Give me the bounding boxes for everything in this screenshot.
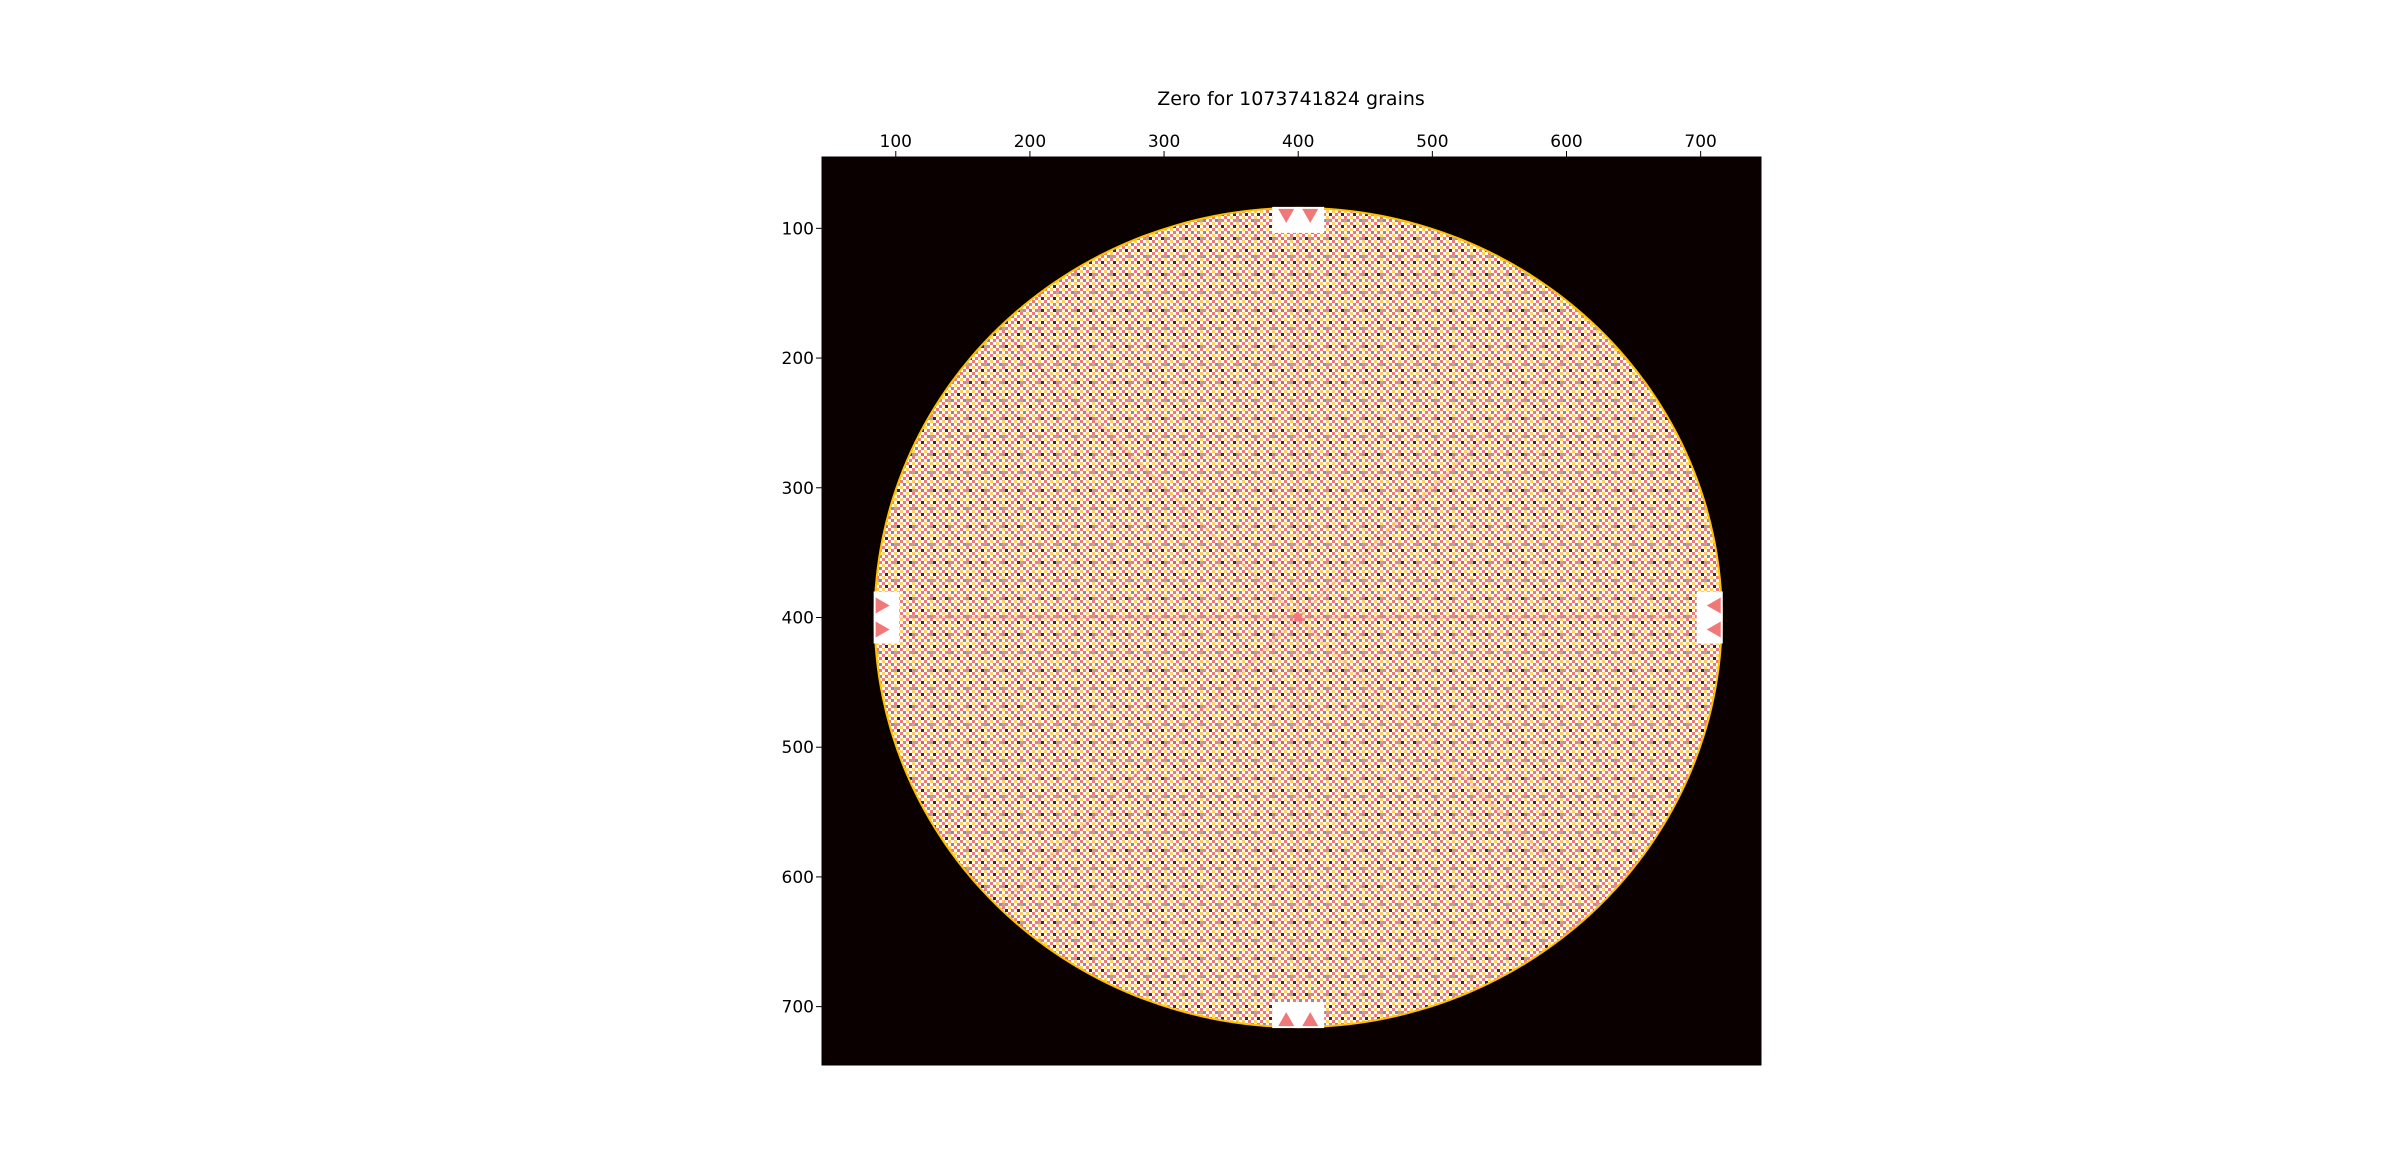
x-axis-ticks: 100 200 300 400 500 600 700 [880, 132, 1717, 157]
x-tick-label: 400 [1282, 132, 1314, 152]
x-tick-label: 700 [1684, 132, 1716, 152]
disk-notch-triangle [1302, 208, 1319, 223]
disk-symmetry-ray [998, 327, 1300, 619]
x-tick-label: 600 [1550, 132, 1582, 152]
plot-area [822, 157, 1761, 1065]
sandpile-disk [873, 206, 1723, 1029]
disk-notch [873, 591, 900, 644]
x-tick-label: 200 [1014, 132, 1046, 152]
y-axis-ticks: 100 200 300 400 500 600 700 [782, 219, 822, 1018]
disk-notch-triangle [875, 621, 890, 638]
y-tick-label: 700 [782, 998, 814, 1018]
disk-notch-triangle [1706, 621, 1721, 638]
y-tick-label: 500 [782, 738, 814, 758]
y-tick-label: 600 [782, 868, 814, 888]
y-tick-label: 400 [782, 608, 814, 628]
x-tick-label: 300 [1148, 132, 1180, 152]
disk-center-mark [1294, 613, 1303, 622]
disk-notch [1696, 591, 1723, 644]
y-tick-label: 300 [782, 479, 814, 499]
disk-symmetry-ray [1297, 616, 1599, 908]
disk-notch [1272, 206, 1325, 233]
disk-notch-triangle [1278, 208, 1295, 223]
disk-notch-triangle [1278, 1012, 1295, 1027]
y-tick-label: 200 [782, 349, 814, 369]
plot-frame [821, 156, 1762, 1066]
chart-title: Zero for 1073741824 grains [1157, 88, 1425, 110]
disk-notch-triangle [1706, 597, 1721, 614]
disk-notch-triangle [875, 597, 890, 614]
x-tick-label: 100 [880, 132, 912, 152]
disk-symmetry-ray [998, 616, 1300, 908]
disk-notch-triangle [1302, 1012, 1319, 1027]
y-tick-label: 100 [782, 219, 814, 239]
x-tick-label: 500 [1416, 132, 1448, 152]
disk-notch [1272, 1002, 1325, 1029]
disk-symmetry-ray [1297, 327, 1599, 619]
